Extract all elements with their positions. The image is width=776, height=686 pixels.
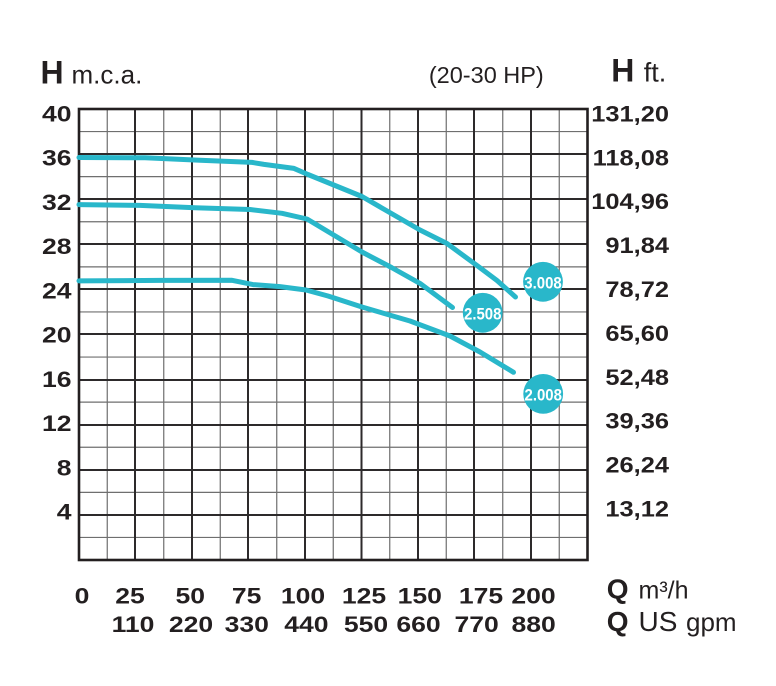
svg-text:175: 175: [459, 584, 503, 609]
svg-text:28: 28: [42, 235, 72, 260]
svg-text:2.508: 2.508: [464, 306, 502, 324]
svg-text:ft.: ft.: [644, 58, 667, 88]
svg-text:770: 770: [454, 613, 498, 638]
svg-text:3.008: 3.008: [524, 275, 562, 293]
svg-text:110: 110: [112, 613, 155, 638]
svg-text:330: 330: [225, 613, 269, 638]
svg-text:220: 220: [169, 613, 213, 638]
svg-text:gpm: gpm: [686, 607, 737, 637]
svg-text:78,72: 78,72: [605, 277, 669, 302]
svg-text:4: 4: [57, 500, 72, 525]
svg-text:880: 880: [511, 613, 555, 638]
svg-text:118,08: 118,08: [593, 146, 669, 171]
svg-text:131,20: 131,20: [591, 102, 669, 127]
svg-text:0: 0: [75, 584, 90, 609]
svg-text:125: 125: [342, 584, 386, 609]
svg-text:550: 550: [344, 613, 388, 638]
svg-text:H: H: [41, 54, 64, 90]
svg-text:36: 36: [42, 146, 72, 171]
svg-text:52,48: 52,48: [605, 365, 669, 390]
svg-text:20: 20: [42, 323, 72, 348]
svg-text:65,60: 65,60: [605, 321, 669, 346]
svg-text:39,36: 39,36: [605, 409, 669, 434]
svg-text:US: US: [639, 606, 678, 637]
svg-text:Q: Q: [607, 606, 629, 637]
svg-text:(20-30 HP): (20-30 HP): [429, 62, 544, 88]
svg-text:12: 12: [42, 412, 72, 437]
svg-text:100: 100: [281, 584, 325, 609]
svg-text:40: 40: [42, 102, 72, 127]
svg-text:26,24: 26,24: [605, 453, 669, 478]
svg-text:m³/h: m³/h: [639, 577, 689, 605]
svg-text:150: 150: [398, 584, 442, 609]
svg-text:660: 660: [396, 613, 440, 638]
svg-text:16: 16: [42, 368, 72, 393]
svg-text:440: 440: [284, 613, 328, 638]
svg-text:91,84: 91,84: [605, 233, 669, 258]
svg-text:104,96: 104,96: [591, 189, 669, 214]
svg-text:m.c.a.: m.c.a.: [72, 59, 143, 89]
svg-text:H: H: [611, 53, 634, 89]
svg-text:2.008: 2.008: [524, 387, 562, 405]
svg-text:75: 75: [232, 584, 262, 609]
svg-text:25: 25: [115, 584, 145, 609]
svg-text:24: 24: [42, 279, 72, 304]
svg-text:200: 200: [511, 584, 555, 609]
svg-text:Q: Q: [607, 574, 629, 605]
svg-text:8: 8: [57, 456, 72, 481]
svg-text:32: 32: [42, 191, 72, 216]
svg-text:50: 50: [176, 584, 206, 609]
svg-text:13,12: 13,12: [605, 497, 669, 522]
